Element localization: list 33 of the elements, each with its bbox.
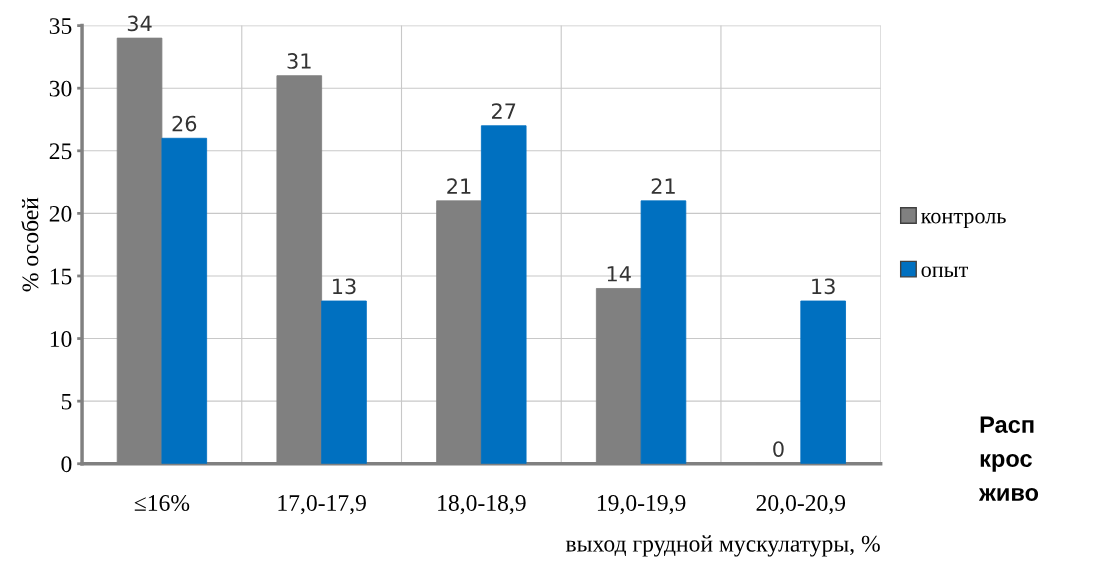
y-tick-label: 0 bbox=[61, 456, 72, 473]
data-label: 13 bbox=[333, 278, 356, 295]
y-tick-label: 20 bbox=[49, 205, 72, 222]
y-tick-label: 25 bbox=[49, 143, 72, 160]
y-axis-title: % особей bbox=[21, 197, 39, 292]
y-tick-label: 35 bbox=[49, 18, 72, 35]
data-label: 0 bbox=[773, 441, 784, 457]
x-tick-label: 18,0-18,9 bbox=[438, 494, 526, 515]
data-label: 26 bbox=[172, 115, 197, 132]
x-tick-label: 17,0-17,9 bbox=[278, 494, 366, 515]
x-tick-label: 19,0-19,9 bbox=[597, 494, 686, 515]
x-axis-title: выход грудной мускулатуры, % bbox=[565, 535, 880, 557]
y-tick-label: 15 bbox=[50, 268, 72, 285]
data-label: 13 bbox=[812, 278, 835, 295]
data-label: 27 bbox=[491, 103, 516, 119]
data-label: 21 bbox=[651, 178, 675, 194]
bar bbox=[161, 137, 208, 464]
data-label: 21 bbox=[447, 178, 471, 194]
data-label: 31 bbox=[287, 53, 311, 69]
x-tick-label: ≤16% bbox=[134, 494, 190, 511]
bar bbox=[640, 200, 687, 464]
x-tick-label: 20,0-20,9 bbox=[756, 494, 846, 515]
y-tick-label: 10 bbox=[50, 331, 72, 347]
data-label: 34 bbox=[127, 15, 152, 32]
legend-label: контроль bbox=[921, 212, 1006, 228]
data-label: 14 bbox=[607, 266, 631, 282]
bar bbox=[480, 125, 527, 464]
bar bbox=[321, 300, 367, 464]
bar bbox=[800, 300, 846, 464]
legend-label: опыт bbox=[921, 266, 968, 278]
y-tick-label: 5 bbox=[61, 393, 72, 410]
text: Расп крос живо bbox=[978, 416, 1039, 501]
y-tick-label: 30 bbox=[49, 80, 72, 97]
